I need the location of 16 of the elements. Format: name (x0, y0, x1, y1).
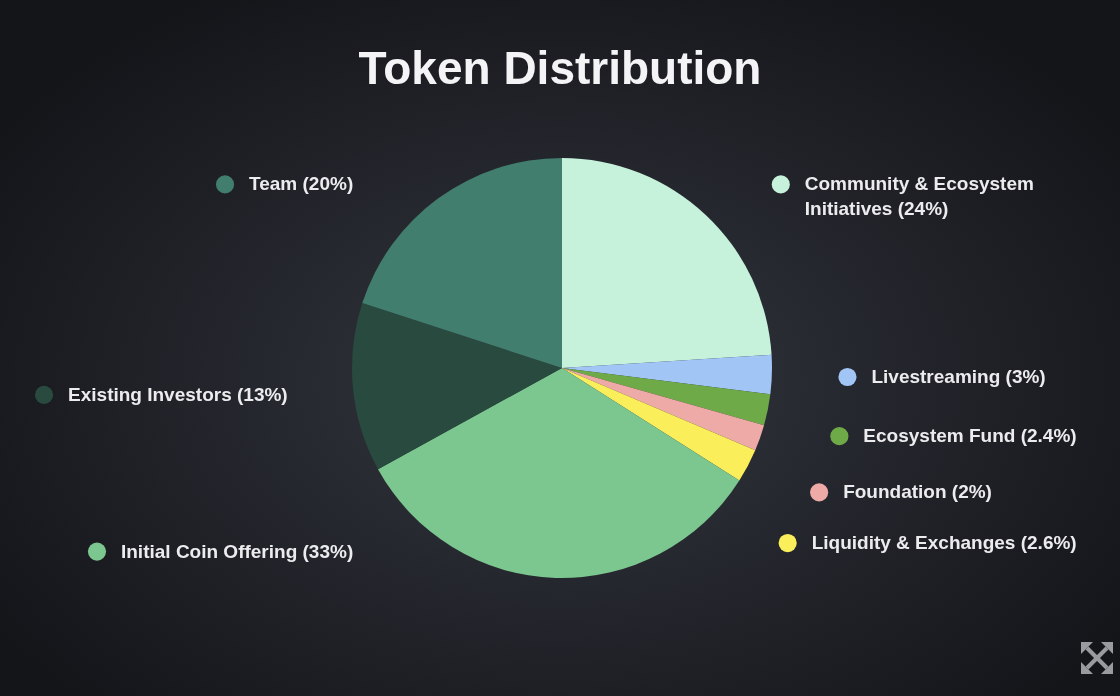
pie-slice (377, 368, 740, 578)
legend-label: Initial Coin Offering (33%) (120, 540, 354, 562)
legend-label: Livestreaming (3%) (871, 365, 1046, 387)
legend-label: Existing Investors (13%) (68, 383, 288, 405)
legend-label: Team (20%) (249, 173, 354, 195)
legend-label: Community & Ecosystem Initiatives (24%) (804, 173, 1034, 220)
legend-label: Ecosystem Fund (2.4%) (863, 425, 1077, 447)
pie-slice (562, 368, 765, 451)
pie-slice (562, 368, 756, 481)
legend-label: Liquidity & Exchanges (2.6%) (811, 532, 1077, 554)
legend-label: Foundation (2%) (843, 481, 992, 503)
pie-slice (562, 158, 772, 368)
pie-slice (362, 158, 562, 368)
pie-slice (562, 368, 771, 426)
pie-slice (352, 303, 562, 470)
chart-title: Token Distribution (358, 42, 762, 94)
